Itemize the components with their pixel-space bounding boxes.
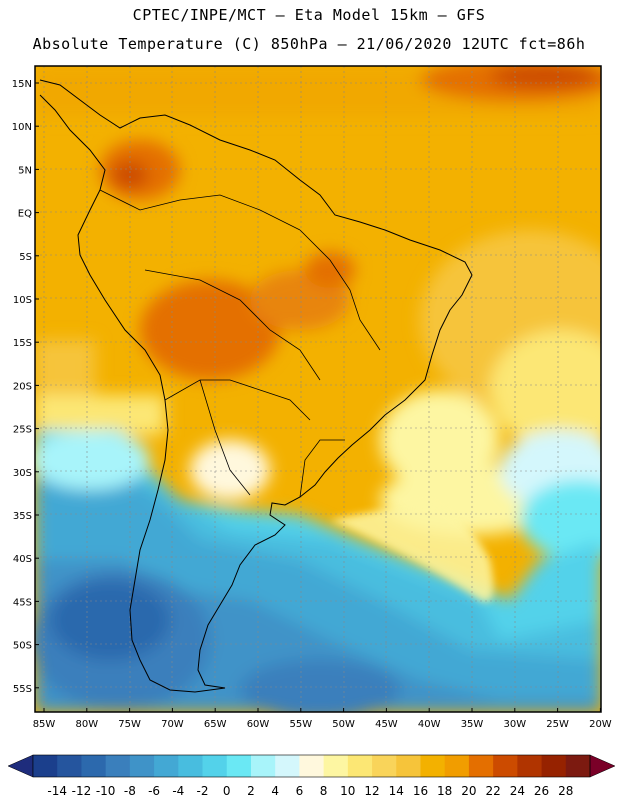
colorbar-label: -8 — [124, 784, 136, 798]
colorbar-label: 18 — [437, 784, 452, 798]
lon-label: 85W — [33, 719, 56, 730]
graticule-lines — [35, 66, 601, 712]
colorbar-swatch — [33, 755, 58, 777]
lat-label: 45S — [13, 597, 32, 608]
colorbar-label: -10 — [96, 784, 116, 798]
map-title: CPTEC/INPE/MCT – Eta Model 15km – GFS — [132, 6, 486, 24]
colorbar-swatch — [323, 755, 349, 777]
colorbar-label: 16 — [413, 784, 428, 798]
colorbar-swatch — [250, 755, 276, 777]
colorbar-label: 2 — [247, 784, 255, 798]
colorbar-label: -12 — [72, 784, 92, 798]
lat-label: EQ — [18, 209, 32, 220]
colorbar-swatch — [129, 755, 155, 777]
lat-label: 15S — [13, 338, 32, 349]
colorbar-label: -14 — [47, 784, 67, 798]
colorbar-swatch — [57, 755, 82, 777]
colorbar-swatch — [565, 755, 591, 777]
map-frame — [34, 65, 602, 713]
map-subtitle: Absolute Temperature (C) 850hPa – 21/06/… — [32, 35, 586, 53]
colorbar-swatch — [105, 755, 131, 777]
lat-label: 25S — [13, 425, 32, 436]
colorbar-label: 24 — [510, 784, 525, 798]
lat-label: 20S — [13, 381, 32, 392]
colorbar-label: 12 — [364, 784, 379, 798]
colorbar-label: 28 — [558, 784, 573, 798]
colorbar-label: 8 — [320, 784, 328, 798]
lon-label: 45W — [375, 719, 398, 730]
lat-label: 5S — [19, 252, 32, 263]
colorbar: -14 -12 -10 -8 -6 -4 -2 0 2 4 6 8 10 12 14 16 18 20 22 24 26… — [7, 754, 616, 798]
lat-label: 55S — [13, 684, 32, 695]
colorbar-swatch — [517, 755, 542, 777]
colorbar-swatch — [226, 755, 252, 777]
colorbar-swatch — [154, 755, 179, 777]
colorbar-low-arrow — [7, 754, 34, 778]
colorbar-label: -2 — [197, 784, 209, 798]
colorbar-swatch — [396, 755, 421, 777]
lon-label: 40W — [418, 719, 441, 730]
colorbar-label: 14 — [389, 784, 404, 798]
lon-label: 80W — [75, 719, 98, 730]
colorbar-label: -6 — [148, 784, 160, 798]
lon-label: 35W — [461, 719, 484, 730]
lon-label: 50W — [332, 719, 355, 730]
colorbar-swatch — [444, 755, 470, 777]
lat-label: 5N — [18, 165, 32, 176]
lat-label: 10N — [12, 122, 32, 133]
lon-label: 75W — [118, 719, 141, 730]
lat-label: 40S — [13, 554, 32, 565]
colorbar-swatch — [299, 755, 325, 777]
colorbar-swatch — [81, 755, 107, 777]
colorbar-swatch — [347, 755, 373, 777]
lat-label: 30S — [13, 468, 32, 479]
colorbar-swatch — [178, 755, 203, 777]
colorbar-swatch — [493, 755, 518, 777]
colorbar-label: 26 — [534, 784, 549, 798]
colorbar-swatch — [468, 755, 494, 777]
colorbar-label: 10 — [340, 784, 355, 798]
longitude-labels: 85W 80W 75W 70W 65W 60W 55W 50W 45W 40W 35W 30W 25W 2… — [33, 708, 612, 730]
lon-label: 60W — [247, 719, 270, 730]
colorbar-swatch — [420, 755, 446, 777]
colorbar-swatch — [275, 755, 300, 777]
colorbar-label: 4 — [271, 784, 279, 798]
lon-label: 70W — [161, 719, 184, 730]
colorbar-label: 22 — [485, 784, 500, 798]
lat-label: 50S — [13, 641, 32, 652]
coastline-outline — [39, 79, 473, 693]
colorbar-high-arrow — [589, 754, 616, 778]
colorbar-label: 6 — [296, 784, 304, 798]
temperature-field — [35, 66, 601, 712]
colorbar-label: -4 — [172, 784, 184, 798]
colorbar-swatch — [202, 755, 228, 777]
latitude-labels: 15N 10N 5N EQ 5S 10S 15S 20S 25S 30S 35S 40S 45S 50S 5… — [12, 79, 39, 695]
colorbar-label: 20 — [461, 784, 476, 798]
lon-label: 30W — [503, 719, 526, 730]
lat-label: 10S — [13, 295, 32, 306]
colorbar-swatch — [372, 755, 397, 777]
colorbar-swatch — [541, 755, 567, 777]
colorbar-frame — [32, 754, 591, 778]
lon-label: 65W — [204, 719, 227, 730]
lat-label: 15N — [12, 79, 32, 90]
lon-label: 55W — [289, 719, 312, 730]
lon-label: 25W — [546, 719, 569, 730]
colorbar-label: 0 — [223, 784, 231, 798]
lon-label: 20W — [589, 719, 612, 730]
lat-label: 35S — [13, 511, 32, 522]
